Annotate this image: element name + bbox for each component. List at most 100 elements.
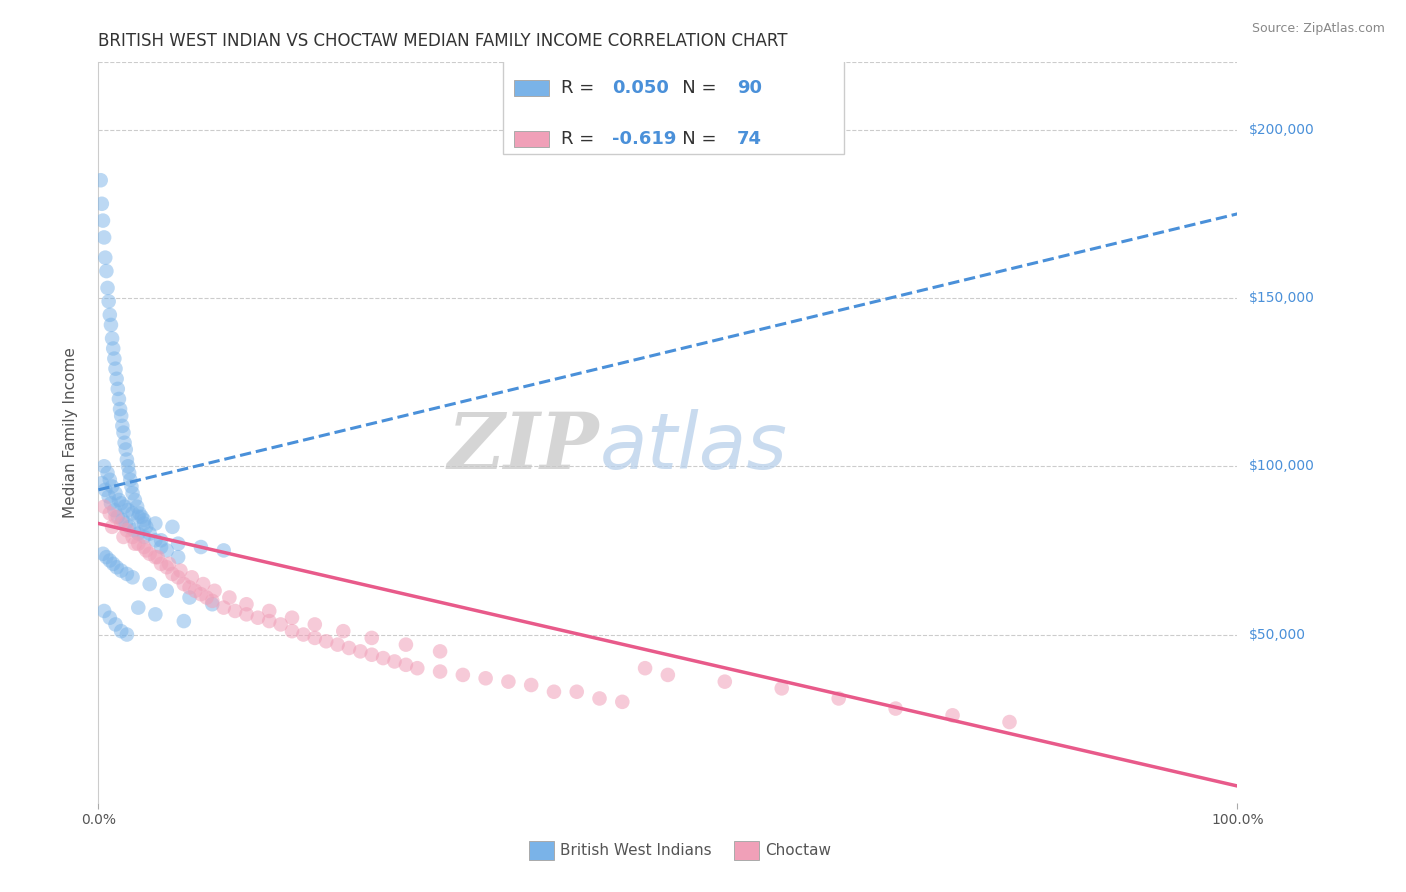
- Point: [218, 591, 240, 605]
- Point: [884, 701, 907, 715]
- Point: [634, 661, 657, 675]
- Point: [93, 230, 115, 244]
- Point: [127, 600, 149, 615]
- Point: [110, 624, 132, 639]
- Point: [179, 581, 201, 595]
- Point: [131, 509, 153, 524]
- Text: -0.619: -0.619: [612, 129, 676, 148]
- Point: [520, 678, 543, 692]
- Point: [110, 516, 132, 531]
- Point: [115, 566, 138, 581]
- Point: [96, 550, 118, 565]
- Point: [132, 516, 155, 531]
- Point: [114, 442, 136, 457]
- Point: [124, 536, 146, 550]
- Point: [120, 473, 142, 487]
- Point: [167, 570, 190, 584]
- Point: [429, 644, 451, 658]
- Text: 74: 74: [737, 129, 762, 148]
- Point: [657, 668, 679, 682]
- Point: [201, 594, 224, 608]
- Point: [135, 543, 157, 558]
- Point: [104, 617, 127, 632]
- Text: $200,000: $200,000: [1249, 123, 1315, 136]
- Point: [112, 530, 135, 544]
- Point: [180, 570, 202, 584]
- Point: [115, 452, 138, 467]
- Point: [349, 644, 371, 658]
- Point: [104, 509, 127, 524]
- Point: [90, 476, 112, 491]
- Text: British West Indians: British West Indians: [560, 843, 711, 858]
- Point: [96, 281, 118, 295]
- Point: [105, 560, 128, 574]
- Point: [115, 523, 138, 537]
- Point: [770, 681, 793, 696]
- Point: [108, 402, 131, 417]
- Point: [111, 513, 134, 527]
- Point: [157, 557, 180, 571]
- Point: [97, 294, 120, 309]
- Point: [127, 536, 149, 550]
- Point: [190, 540, 212, 554]
- Point: [93, 604, 115, 618]
- Point: [828, 691, 851, 706]
- Text: R =: R =: [561, 79, 599, 97]
- Point: [128, 507, 150, 521]
- Point: [115, 627, 138, 641]
- Point: [117, 459, 139, 474]
- Point: [195, 591, 218, 605]
- Point: [96, 466, 118, 480]
- Point: [104, 361, 127, 376]
- Point: [395, 657, 418, 672]
- Point: [107, 382, 129, 396]
- Point: [138, 526, 160, 541]
- Text: ZIP: ZIP: [449, 409, 599, 485]
- Point: [332, 624, 354, 639]
- Point: [94, 483, 117, 497]
- Point: [156, 560, 179, 574]
- Point: [224, 604, 246, 618]
- Point: [235, 597, 257, 611]
- Point: [145, 533, 167, 548]
- Point: [246, 610, 269, 624]
- Point: [204, 583, 226, 598]
- Point: [150, 540, 173, 554]
- Point: [156, 543, 179, 558]
- Point: [145, 550, 167, 565]
- Point: [98, 473, 121, 487]
- Point: [145, 607, 167, 622]
- Point: [108, 392, 131, 406]
- Text: BRITISH WEST INDIAN VS CHOCTAW MEDIAN FAMILY INCOME CORRELATION CHART: BRITISH WEST INDIAN VS CHOCTAW MEDIAN FA…: [98, 32, 787, 50]
- Point: [103, 557, 125, 571]
- FancyBboxPatch shape: [734, 841, 759, 860]
- Point: [162, 520, 184, 534]
- Point: [98, 308, 121, 322]
- Point: [304, 631, 326, 645]
- Point: [120, 479, 142, 493]
- Point: [114, 435, 136, 450]
- Point: [118, 520, 141, 534]
- Point: [162, 566, 184, 581]
- Point: [90, 173, 112, 187]
- Point: [100, 318, 122, 332]
- Point: [111, 418, 134, 433]
- Point: [104, 486, 127, 500]
- Point: [91, 547, 114, 561]
- Point: [190, 587, 212, 601]
- Point: [94, 251, 117, 265]
- Point: [235, 607, 257, 622]
- Point: [132, 540, 155, 554]
- Point: [292, 627, 315, 641]
- Point: [167, 550, 190, 565]
- Point: [451, 668, 474, 682]
- Point: [101, 331, 124, 345]
- Point: [360, 648, 382, 662]
- Point: [110, 496, 132, 510]
- Point: [167, 536, 190, 550]
- Point: [156, 583, 179, 598]
- Point: [107, 509, 129, 524]
- Point: [105, 372, 128, 386]
- Point: [138, 547, 160, 561]
- Point: [124, 492, 146, 507]
